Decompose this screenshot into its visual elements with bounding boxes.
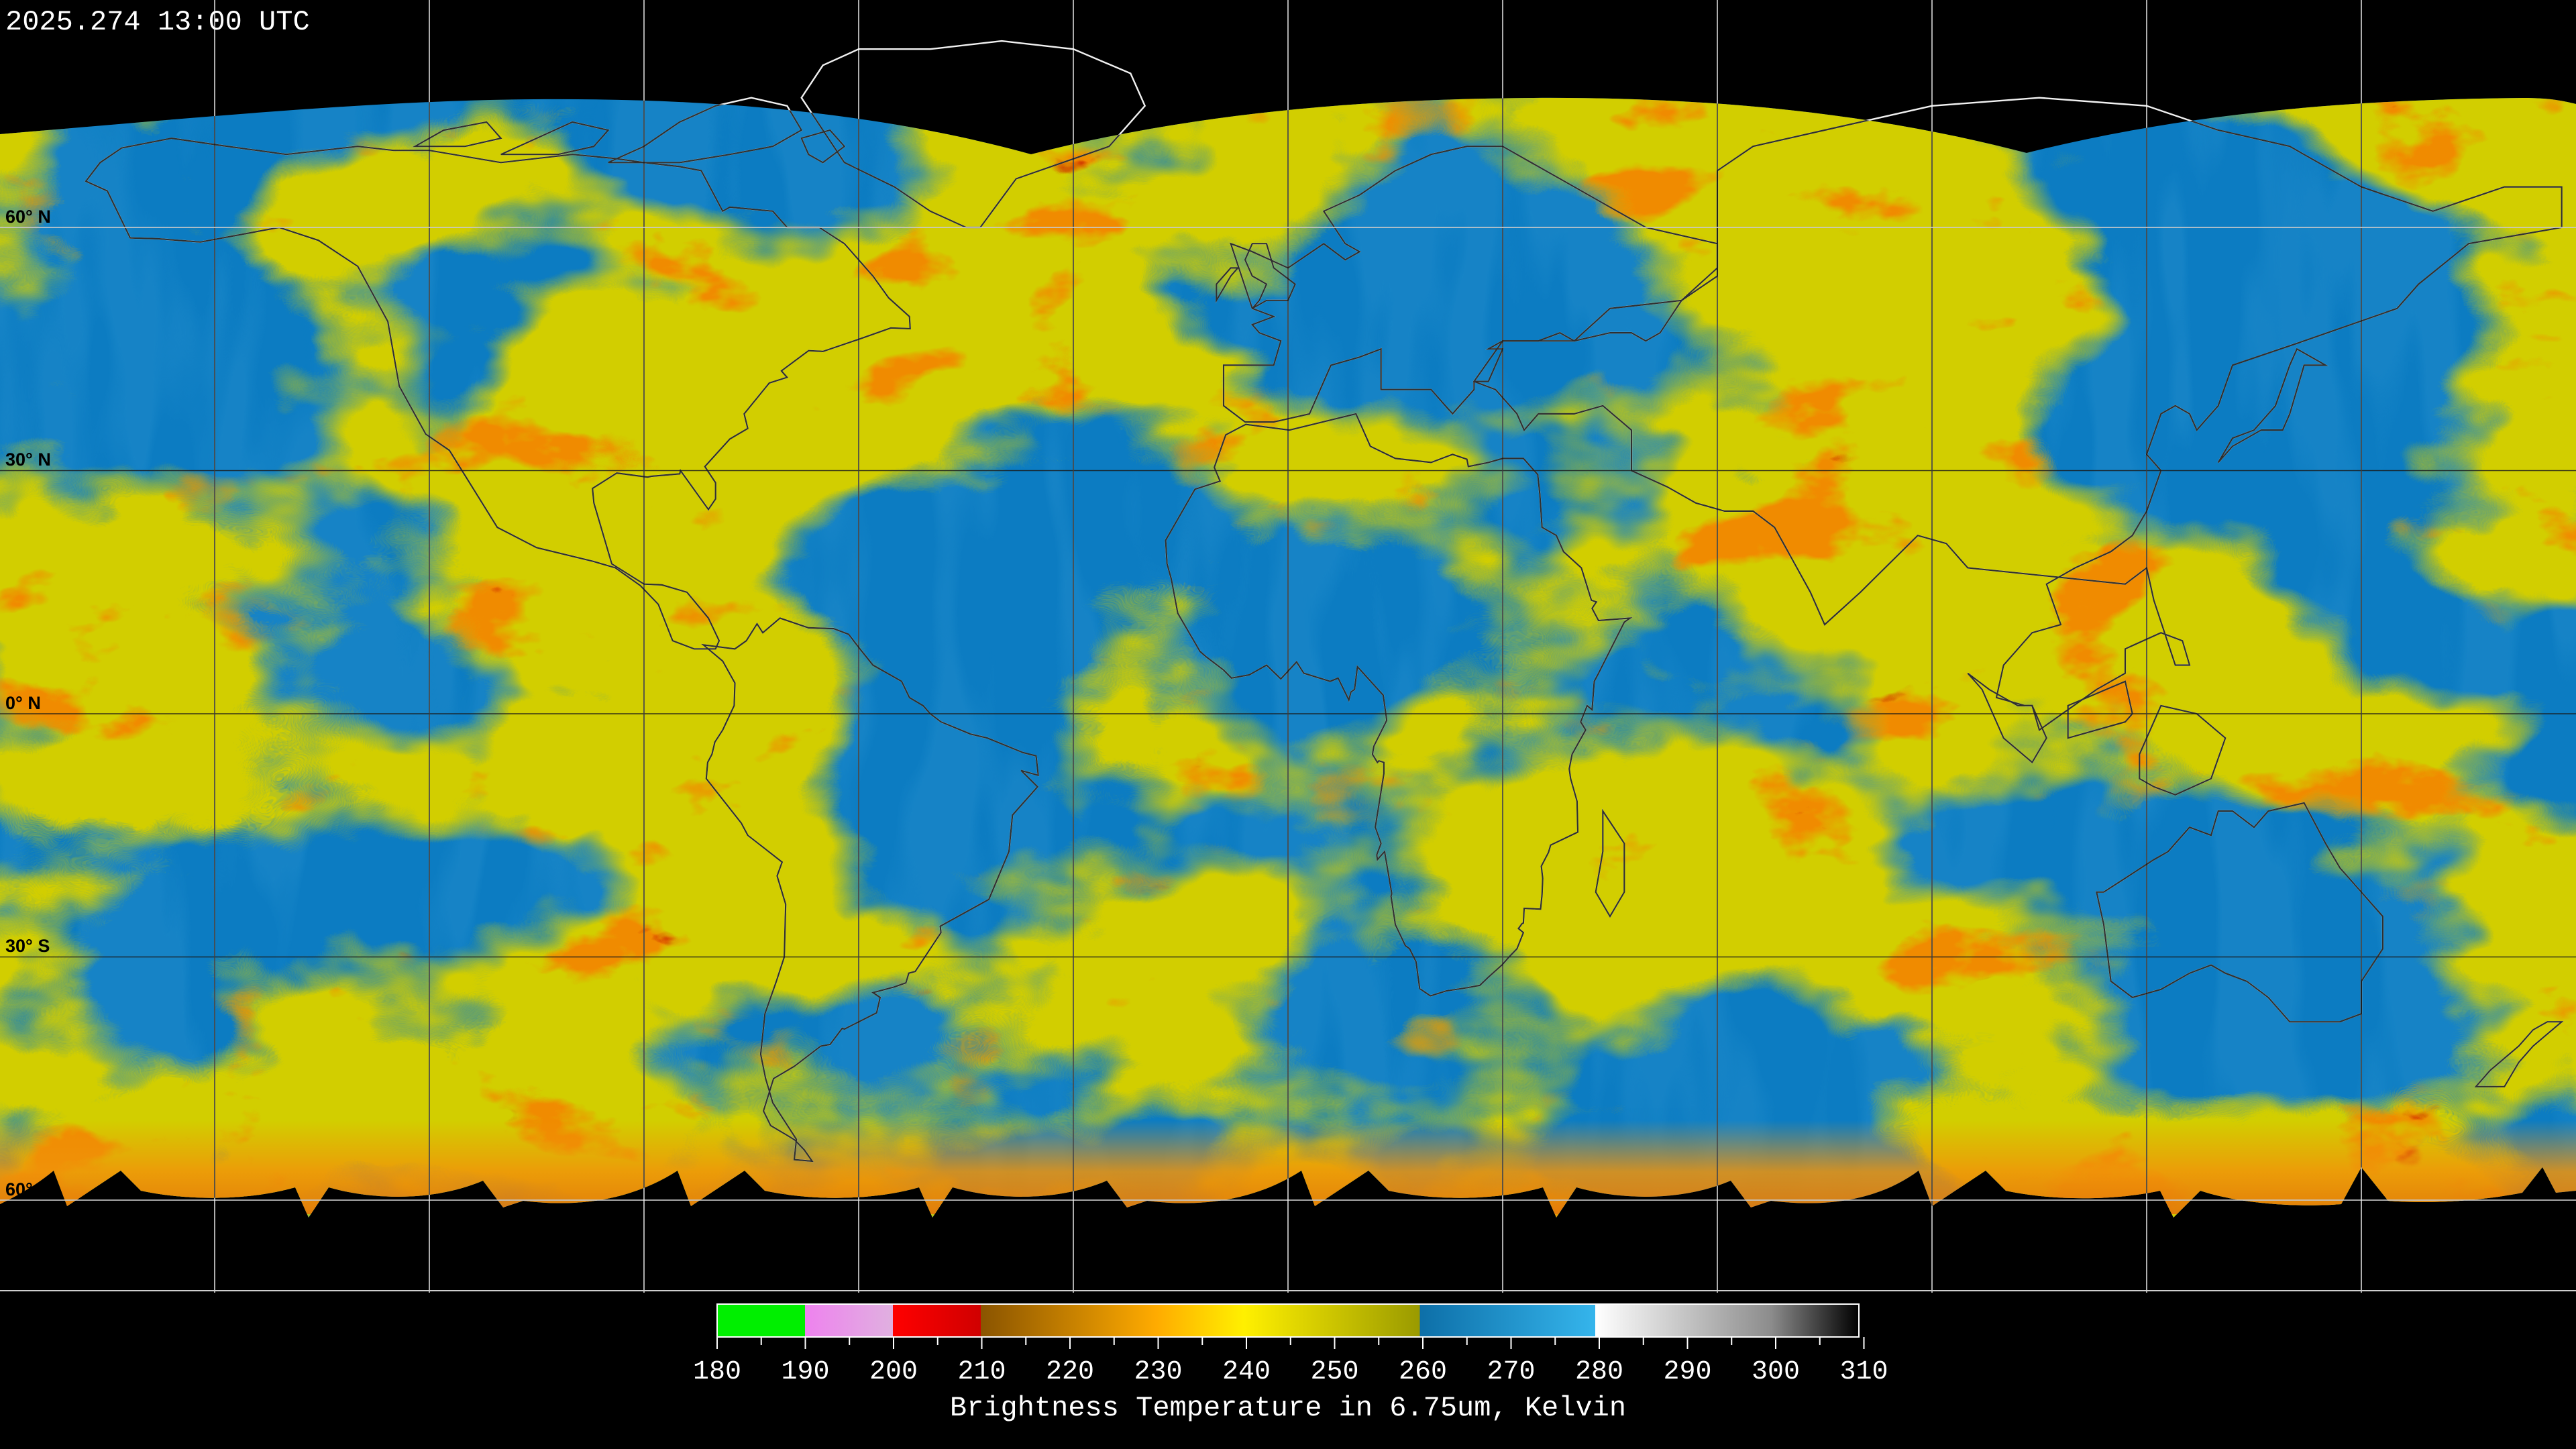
svg-text:270: 270 (1487, 1357, 1535, 1387)
svg-text:230: 230 (1134, 1357, 1182, 1387)
svg-text:60° N: 60° N (5, 207, 51, 227)
svg-text:280: 280 (1575, 1357, 1623, 1387)
svg-text:210: 210 (957, 1357, 1006, 1387)
svg-text:290: 290 (1663, 1357, 1711, 1387)
svg-text:190: 190 (781, 1357, 829, 1387)
svg-text:2025.274 13:00 UTC: 2025.274 13:00 UTC (5, 6, 310, 38)
svg-text:310: 310 (1839, 1357, 1888, 1387)
svg-text:260: 260 (1399, 1357, 1447, 1387)
svg-text:0° N: 0° N (5, 693, 41, 713)
svg-text:250: 250 (1310, 1357, 1358, 1387)
svg-text:30° N: 30° N (5, 449, 51, 470)
svg-text:240: 240 (1222, 1357, 1271, 1387)
svg-text:Brightness Temperature in 6.75: Brightness Temperature in 6.75um, Kelvin (950, 1392, 1626, 1424)
svg-text:180: 180 (693, 1357, 741, 1387)
svg-text:200: 200 (869, 1357, 918, 1387)
svg-text:30° S: 30° S (5, 936, 50, 956)
svg-text:60° S: 60° S (5, 1179, 50, 1199)
svg-text:220: 220 (1046, 1357, 1094, 1387)
svg-text:300: 300 (1752, 1357, 1800, 1387)
